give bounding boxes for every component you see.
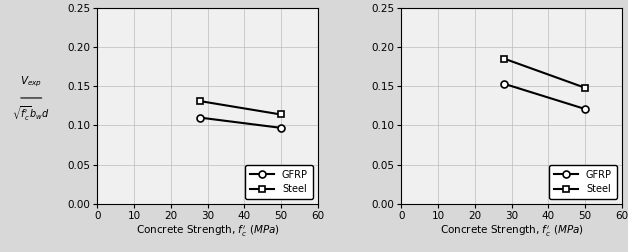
Legend: GFRP, Steel: GFRP, Steel xyxy=(549,165,617,199)
GFRP xyxy=(277,126,284,129)
GFRP xyxy=(197,116,204,119)
Steel xyxy=(197,100,204,103)
GFRP xyxy=(582,107,589,110)
GFRP xyxy=(501,82,508,85)
X-axis label: Concrete Strength, $f_c^{\prime}$ $(MPa)$: Concrete Strength, $f_c^{\prime}$ $(MPa)… xyxy=(440,224,583,239)
Steel xyxy=(501,57,508,60)
Line: GFRP: GFRP xyxy=(501,80,588,112)
Line: Steel: Steel xyxy=(197,98,284,118)
X-axis label: Concrete Strength, $f_c^{\prime}$ $(MPa)$: Concrete Strength, $f_c^{\prime}$ $(MPa)… xyxy=(136,224,279,239)
Text: $\sqrt{f_c^{\prime}}b_w d$: $\sqrt{f_c^{\prime}}b_w d$ xyxy=(13,104,50,123)
Line: Steel: Steel xyxy=(501,55,588,91)
Text: $V_{exp}$: $V_{exp}$ xyxy=(20,75,42,89)
Steel xyxy=(277,113,284,116)
Line: GFRP: GFRP xyxy=(197,114,284,131)
Steel xyxy=(582,86,589,89)
Legend: GFRP, Steel: GFRP, Steel xyxy=(245,165,313,199)
